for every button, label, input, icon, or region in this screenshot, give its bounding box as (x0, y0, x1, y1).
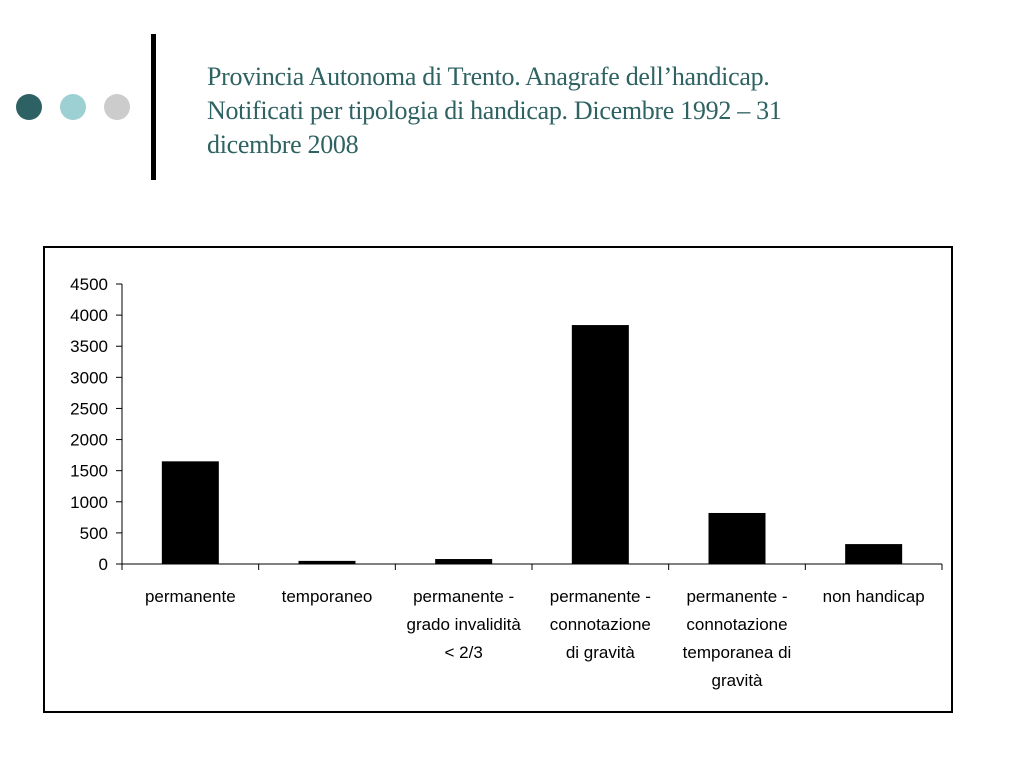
title-divider (151, 34, 156, 180)
bar (708, 512, 766, 564)
y-tick-label: 2000 (70, 431, 108, 450)
slide-title-line-2: Notificati per tipologia di handicap. Di… (207, 96, 782, 125)
light-teal-dot (60, 94, 86, 120)
bar (571, 325, 629, 564)
gray-dot (104, 94, 130, 120)
y-tick-label: 1000 (70, 493, 108, 512)
x-category-label: permanente (145, 587, 236, 606)
dark-teal-dot (16, 94, 42, 120)
slide-title: Provincia Autonoma di Trento. Anagrafe d… (207, 60, 947, 162)
slide-title-line-1: Provincia Autonoma di Trento. Anagrafe d… (207, 62, 770, 91)
y-tick-label: 0 (99, 555, 108, 574)
x-category-label: permanente -grado invalidità < 2/3 (406, 587, 521, 662)
y-tick-label: 4500 (70, 275, 108, 294)
bar (435, 559, 493, 564)
x-category-label: temporaneo (282, 587, 373, 606)
x-category-label: permanente -connotazione temporanea di gra… (683, 587, 792, 690)
x-category-label: non handicap (823, 587, 925, 606)
bar (845, 544, 903, 564)
y-tick-label: 3500 (70, 337, 108, 356)
y-tick-label: 500 (80, 524, 108, 543)
bar (161, 461, 219, 564)
y-tick-label: 4000 (70, 306, 108, 325)
slide-title-line-3: dicembre 2008 (207, 130, 359, 159)
y-tick-label: 1500 (70, 462, 108, 481)
y-tick-label: 3000 (70, 368, 108, 387)
y-tick-label: 2500 (70, 399, 108, 418)
chart-frame: 0 500 1000 1500 2000 2500 3000 3500 4000 4500 perm… (43, 246, 953, 713)
slide-bullet-dots (16, 94, 136, 120)
bar-chart: 0 500 1000 1500 2000 2500 3000 3500 4000 4500 perm… (70, 275, 943, 690)
bar (298, 560, 356, 564)
x-category-label: permanente -connotazione di gravità (550, 587, 651, 662)
